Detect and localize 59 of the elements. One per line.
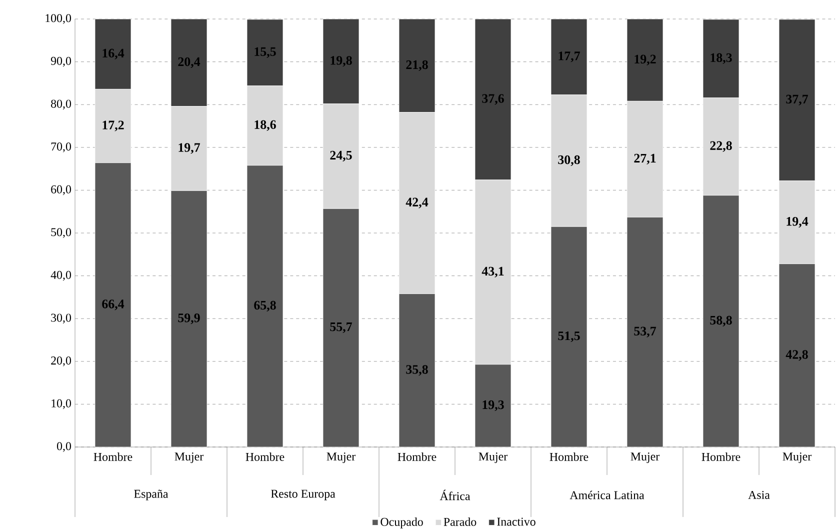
x-tick-label: Hombre xyxy=(702,452,740,461)
y-tick-label: 60,0 xyxy=(51,185,72,196)
data-label: 30,8 xyxy=(558,155,580,166)
y-tick-label: 50,0 xyxy=(51,228,72,238)
data-label: 43,1 xyxy=(482,266,504,278)
y-tick-label: 70,0 xyxy=(51,142,72,152)
legend-label: Ocupado xyxy=(380,518,423,528)
y-tick-label: 100,0 xyxy=(46,14,72,24)
data-label: 19,8 xyxy=(330,56,352,67)
y-tick-label: 40,0 xyxy=(50,270,72,281)
x-tick-label: Mujer xyxy=(782,452,812,463)
legend-label: Inactivo xyxy=(497,518,536,526)
y-tick-label: 20,0 xyxy=(51,356,72,366)
y-tick-label: 90,0 xyxy=(50,56,72,67)
data-label: 22,8 xyxy=(710,141,732,152)
data-label: 37,7 xyxy=(786,94,808,106)
data-label: 53,7 xyxy=(634,326,656,338)
data-label: 19,7 xyxy=(178,143,200,154)
x-tick-label: Hombre xyxy=(550,452,588,461)
data-label: 55,7 xyxy=(330,322,352,334)
data-label: 35,8 xyxy=(406,365,428,376)
data-label: 18,3 xyxy=(710,53,732,64)
data-label: 51,5 xyxy=(558,332,580,342)
x-tick-label: Hombre xyxy=(398,452,436,461)
text: Resto Europa xyxy=(270,490,336,500)
data-label: 65,8 xyxy=(254,300,276,312)
data-label: 18,6 xyxy=(254,120,276,131)
x-tick-label: Mujer xyxy=(326,452,356,463)
x-tick-label: Mujer xyxy=(478,452,508,463)
text: América Latina xyxy=(570,490,644,500)
data-label: 15,5 xyxy=(254,47,276,58)
text: Asia xyxy=(748,490,770,500)
data-label: 20,4 xyxy=(178,57,200,68)
data-label: 21,8 xyxy=(406,60,428,71)
x-tick-label: Hombre xyxy=(246,452,284,461)
text: África xyxy=(440,490,470,500)
data-label: 19,3 xyxy=(482,400,504,411)
data-label: 17,7 xyxy=(558,52,580,62)
data-label: 19,4 xyxy=(786,217,808,228)
data-label: 37,6 xyxy=(482,94,504,105)
legend-label: Parado xyxy=(444,518,476,526)
data-label: 27,1 xyxy=(634,154,656,164)
data-label: 42,8 xyxy=(786,350,808,361)
y-tick-label: 80,0 xyxy=(51,100,72,110)
y-tick-label: 10,0 xyxy=(52,399,72,410)
y-tick-label: 0,0 xyxy=(56,442,72,452)
data-label: 19,2 xyxy=(634,54,656,66)
data-label: 59,9 xyxy=(178,314,200,324)
data-label: 17,2 xyxy=(102,120,124,132)
x-tick-label: Mujer xyxy=(630,452,660,463)
x-tick-label: Hombre xyxy=(94,452,132,461)
data-label: 58,8 xyxy=(710,316,732,326)
data-label: 24,5 xyxy=(330,150,352,162)
data-label: 66,4 xyxy=(102,300,124,310)
data-label: 16,4 xyxy=(102,48,124,60)
y-tick-label: 30,0 xyxy=(51,314,72,324)
data-label: 42,4 xyxy=(406,198,428,208)
x-tick-label: Mujer xyxy=(174,452,204,463)
text: España xyxy=(134,490,168,500)
